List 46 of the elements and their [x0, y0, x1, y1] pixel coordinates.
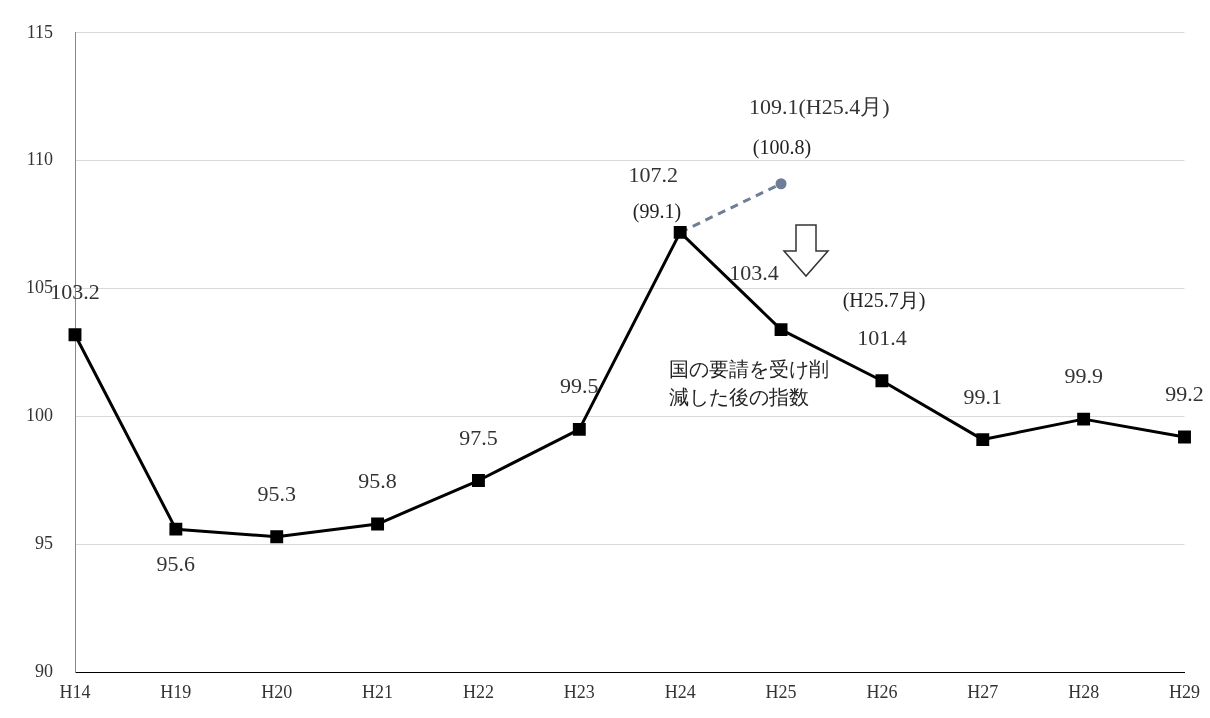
data-label: 101.4 [857, 324, 907, 350]
x-tick-label: H25 [765, 681, 797, 702]
x-tick-label: H22 [462, 681, 494, 702]
data-label: 99.1 [963, 383, 1003, 409]
x-tick-label: H20 [261, 681, 293, 702]
x-tick-label: H21 [362, 681, 394, 702]
point [371, 517, 385, 531]
y-tick-label: 95 [35, 533, 53, 554]
point [976, 433, 990, 447]
data-label: 107.2 [628, 162, 678, 188]
y-tick-label: 115 [26, 21, 53, 42]
point [875, 374, 889, 388]
data-label: 95.6 [156, 551, 196, 577]
data-label: 95.3 [257, 480, 296, 506]
annotation: (99.1) [632, 200, 682, 223]
annotation: (H25.7月) [842, 289, 926, 312]
x-tick-label: H28 [1068, 681, 1100, 702]
x-tick-label: H24 [664, 681, 696, 702]
x-tick-label: H14 [59, 681, 91, 702]
point [68, 328, 82, 342]
point [572, 422, 586, 436]
point [775, 178, 787, 190]
point [1178, 430, 1191, 444]
data-label: 99.9 [1064, 363, 1103, 389]
data-label: 99.5 [560, 373, 599, 399]
data-label: 109.1(H25.4月) [749, 93, 890, 119]
y-tick-label: 90 [35, 661, 53, 682]
x-tick-label: H26 [866, 681, 898, 702]
y-tick-label: 105 [26, 277, 53, 298]
point [270, 530, 284, 544]
x-tick-label: H19 [160, 681, 192, 702]
annotation: (100.8) [752, 136, 812, 159]
x-tick-label: H23 [563, 681, 595, 702]
x-tick-label: H29 [1169, 681, 1200, 702]
data-label: 97.5 [459, 424, 498, 450]
point [472, 474, 485, 487]
data-label: 99.2 [1165, 381, 1204, 407]
point [169, 522, 183, 536]
y-tick-label: 100 [26, 405, 53, 426]
y-tick-label: 110 [26, 149, 53, 170]
x-tick-label: H27 [967, 681, 999, 702]
annotation: 国の要請を受け削減した後の指数 [669, 358, 829, 408]
data-label: 103.4 [729, 259, 779, 285]
point [1077, 412, 1091, 426]
point [774, 323, 788, 337]
data-label: 95.8 [358, 468, 397, 494]
